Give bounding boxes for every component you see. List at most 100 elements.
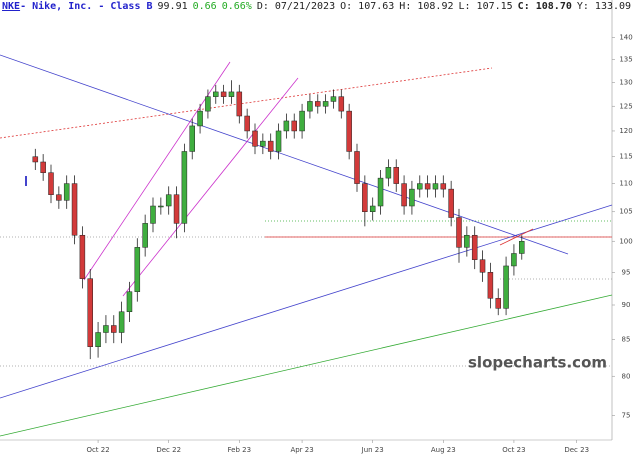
candle-body: [307, 101, 313, 112]
x-tick-label: Oct 22: [86, 446, 109, 454]
candle-body: [63, 183, 70, 201]
candle-body: [205, 96, 211, 112]
candle-body: [417, 183, 423, 190]
candle-body: [32, 156, 39, 163]
candle-body: [479, 259, 486, 273]
candle-body: [71, 183, 78, 236]
y-tick-label: 120: [619, 127, 632, 135]
candle-body: [432, 183, 439, 190]
candle-body: [487, 272, 494, 299]
y-tick-label: 110: [619, 180, 632, 188]
candle-body: [213, 91, 219, 97]
symbol[interactable]: NKE: [2, 1, 21, 12]
candle-body: [401, 183, 407, 207]
low: L: 107.15: [458, 1, 513, 12]
y-tick-label: 75: [622, 411, 631, 419]
y-tick-label: 100: [619, 237, 632, 245]
y-tick-label: 125: [619, 102, 632, 110]
candle-body: [369, 205, 376, 212]
change: 0.66: [192, 1, 217, 12]
candle-body: [134, 247, 141, 292]
candle-body: [142, 223, 148, 248]
candle-body: [424, 183, 431, 190]
candle-body: [409, 188, 415, 207]
y-tick-label: 80: [622, 372, 631, 380]
candle-body: [322, 101, 329, 107]
candle-body: [471, 234, 478, 260]
candle-body: [354, 151, 360, 184]
candle-body: [495, 298, 501, 309]
candle-body: [393, 167, 399, 184]
candle-body: [448, 188, 454, 218]
candle-body: [456, 217, 462, 248]
candle-body: [283, 120, 290, 132]
x-tick-label: Feb 23: [228, 446, 252, 454]
candle-body: [275, 130, 282, 152]
y-tick-label: 135: [619, 56, 632, 64]
candle-body: [330, 96, 337, 102]
x-tick-label: Oct 23: [502, 446, 525, 454]
candle-body: [252, 130, 258, 147]
x-tick-label: Aug 23: [431, 446, 456, 454]
candle-body: [158, 205, 164, 208]
trend-line: [0, 67, 493, 139]
candle-body: [48, 172, 54, 195]
x-tick-label: Jun 23: [361, 446, 384, 454]
y-tick-label: 130: [619, 79, 632, 87]
trend-line: [0, 204, 613, 399]
candle-body: [338, 96, 345, 112]
y-tick-label: 95: [622, 268, 631, 276]
date: D: 07/21/2023: [256, 1, 336, 12]
x-tick-label: Dec 22: [156, 446, 181, 454]
high: H: 108.92: [399, 1, 454, 12]
candle-body: [181, 151, 188, 224]
candle-body: [385, 167, 392, 179]
candle-body: [315, 101, 321, 107]
candle-body: [189, 125, 195, 152]
candle-body: [79, 234, 86, 279]
y-tick-label: 115: [619, 153, 632, 161]
last-price: 99.91: [157, 1, 188, 12]
candle-body: [244, 115, 250, 132]
candle-body: [118, 311, 125, 333]
candle-body: [362, 183, 368, 212]
change-pct: 0.66%: [221, 1, 252, 12]
y-tick-label: 105: [619, 208, 632, 216]
candle-body: [173, 194, 180, 224]
candle-body: [377, 177, 384, 207]
company-name: - Nike, Inc. - Class B: [20, 1, 153, 12]
candle-body: [291, 120, 297, 132]
year-high: Y: 133.09: [576, 1, 632, 12]
close: C: 108.70: [517, 1, 572, 12]
y-tick-label: 90: [622, 301, 631, 309]
candle-body: [126, 291, 133, 313]
trend-line: [0, 294, 613, 437]
candle-body: [95, 332, 101, 347]
candle-body: [511, 253, 517, 267]
candle-body: [87, 278, 93, 347]
candle-body: [103, 325, 109, 333]
open: O: 107.63: [340, 1, 395, 12]
candle-body: [197, 110, 203, 127]
candle-body: [464, 234, 470, 248]
candle-body: [165, 194, 172, 207]
y-tick-label: 140: [619, 34, 632, 42]
candle-body: [267, 140, 274, 152]
candle-body: [236, 91, 243, 117]
x-tick-label: Dec 23: [564, 446, 589, 454]
trend-line: [122, 77, 299, 297]
candle-body: [299, 110, 305, 132]
y-tick-label: 85: [622, 336, 631, 344]
candle-body: [503, 265, 509, 309]
candle-body: [519, 241, 525, 254]
candle-body: [56, 194, 62, 201]
x-tick-label: Apr 23: [290, 446, 313, 454]
candle-body: [440, 183, 447, 190]
candle-body: [150, 205, 156, 224]
trend-line: [499, 228, 534, 246]
candle-body: [228, 91, 235, 97]
trend-line: [0, 54, 569, 255]
candle-body: [220, 91, 227, 97]
candle-body: [260, 140, 266, 147]
